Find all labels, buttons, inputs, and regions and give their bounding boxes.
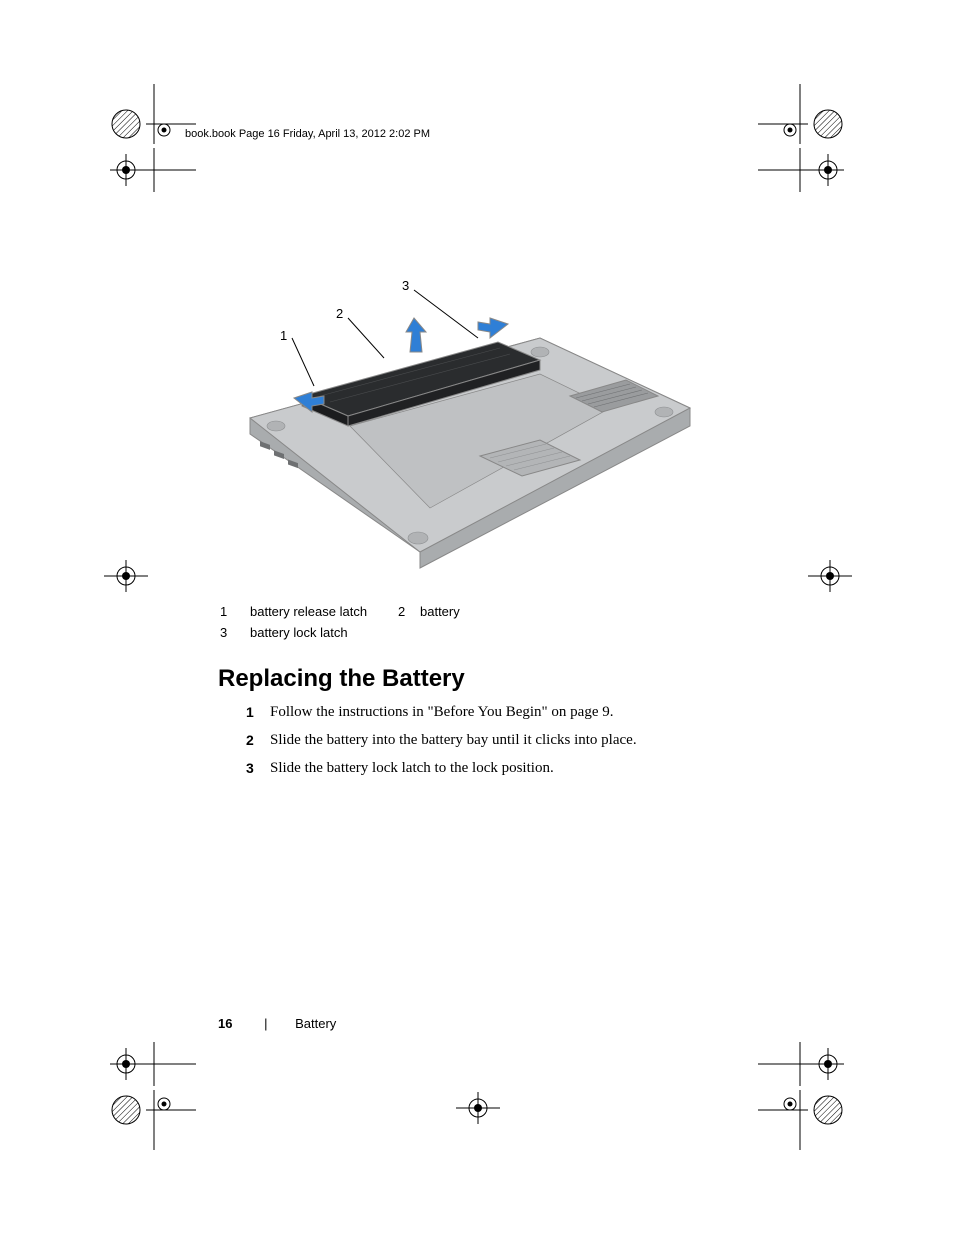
section-heading: Replacing the Battery [218, 665, 465, 693]
footer-section: Battery [295, 1016, 336, 1031]
crop-mark-left-upper [96, 556, 156, 596]
crop-mark-top-left [86, 84, 206, 204]
running-header: book.book Page 16 Friday, April 13, 2012… [185, 128, 430, 140]
step-number: 3 [246, 758, 270, 780]
crop-mark-right-upper [800, 556, 860, 596]
legend-num: 2 [398, 604, 420, 619]
legend-row: 3 battery lock latch [220, 625, 460, 640]
crop-mark-top-right [748, 84, 868, 204]
crop-mark-bottom-left [86, 1030, 206, 1150]
callout-3: 3 [402, 278, 409, 293]
step-number: 2 [246, 730, 270, 752]
footer-divider: | [264, 1016, 267, 1031]
laptop-figure: 1 2 3 [240, 278, 700, 578]
steps-list: 1 Follow the instructions in "Before You… [246, 702, 766, 785]
legend-text: battery release latch [250, 604, 398, 619]
legend-row: 1 battery release latch 2 battery [220, 604, 460, 619]
step-text: Slide the battery lock latch to the lock… [270, 758, 554, 780]
page-number: 16 [218, 1016, 232, 1031]
step-text: Follow the instructions in "Before You B… [270, 702, 613, 724]
crop-mark-bottom-right [748, 1030, 868, 1150]
step-row: 1 Follow the instructions in "Before You… [246, 702, 766, 724]
step-row: 3 Slide the battery lock latch to the lo… [246, 758, 766, 780]
step-row: 2 Slide the battery into the battery bay… [246, 730, 766, 752]
legend-text: battery [420, 604, 460, 619]
legend-text: battery lock latch [250, 625, 398, 640]
step-text: Slide the battery into the battery bay u… [270, 730, 637, 752]
step-number: 1 [246, 702, 270, 724]
crop-mark-bottom-center [448, 1088, 508, 1128]
legend-num: 3 [220, 625, 250, 640]
legend-num [398, 625, 420, 640]
page: book.book Page 16 Friday, April 13, 2012… [0, 0, 954, 1235]
legend-num: 1 [220, 604, 250, 619]
callout-2: 2 [336, 306, 343, 321]
figure-legend: 1 battery release latch 2 battery 3 batt… [220, 604, 460, 646]
page-footer: 16 | Battery [218, 1016, 336, 1031]
callout-1: 1 [280, 328, 287, 343]
